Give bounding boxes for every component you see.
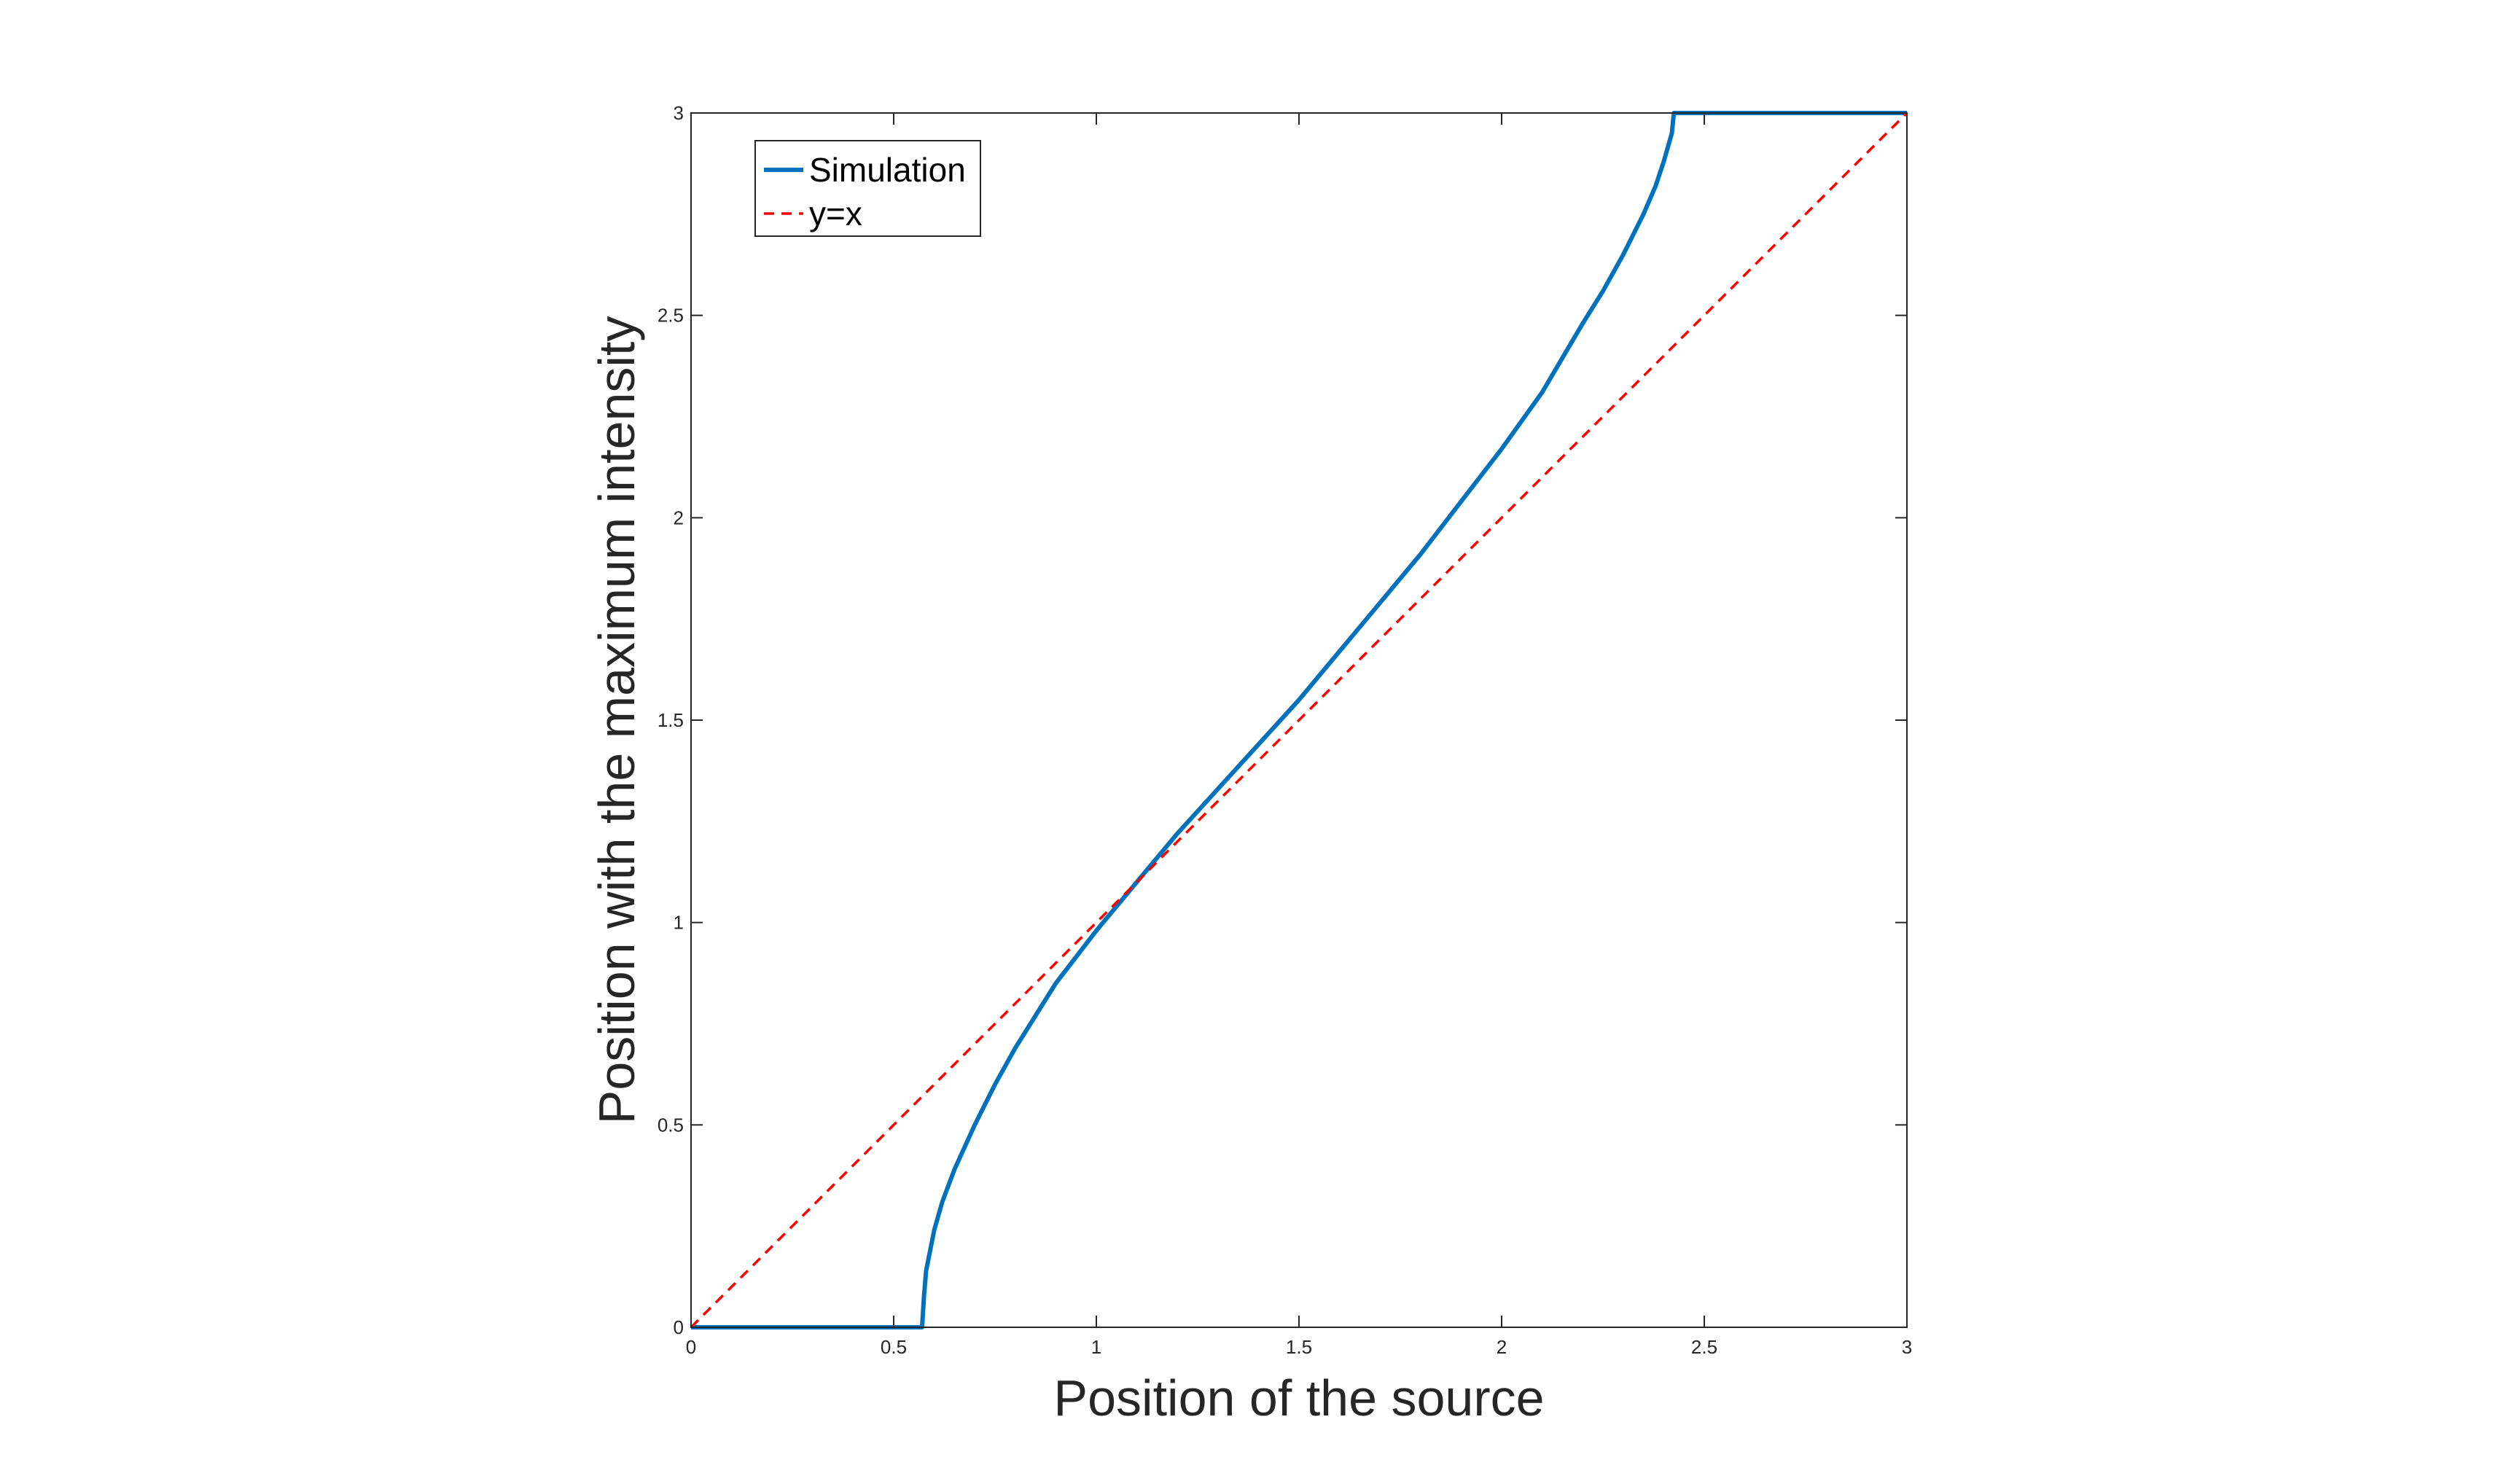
legend-box: [754, 140, 981, 237]
x-tick-label: 3: [1902, 1336, 1912, 1358]
y-tick-label: 2.5: [658, 305, 684, 327]
ticks-layer: 0 0.5 1 1.5 2 2.5 3 0 0.5 1 1.5 2 2.5 3: [658, 102, 1912, 1358]
series-line-y-x: [690, 112, 1908, 1329]
y-tick-label: 3: [674, 102, 684, 124]
y-tick-label: 1.5: [658, 709, 684, 731]
series-layer: [690, 111, 1908, 1329]
y-tick-label: 0: [674, 1316, 684, 1338]
legend: Simulation y=x: [754, 140, 981, 237]
legend-label-y-equals-x: y=x: [809, 195, 862, 233]
x-tick-label: 0: [686, 1336, 696, 1358]
x-tick-label: 2.5: [1691, 1336, 1717, 1358]
y-tick-label: 0.5: [658, 1114, 684, 1136]
x-tick-label: 1: [1091, 1336, 1101, 1358]
x-tick-label: 0.5: [881, 1336, 907, 1358]
y-axis-title: Position with the maximum intensity: [588, 316, 645, 1125]
y-tick-label: 1: [674, 912, 684, 934]
series-line-simulation: [691, 111, 1907, 1329]
y-tick-label: 2: [674, 507, 684, 528]
x-tick-label: 2: [1497, 1336, 1507, 1358]
x-tick-label: 1.5: [1286, 1336, 1312, 1358]
x-axis-title: Position of the source: [1053, 1370, 1544, 1426]
legend-label-simulation: Simulation: [809, 151, 966, 189]
